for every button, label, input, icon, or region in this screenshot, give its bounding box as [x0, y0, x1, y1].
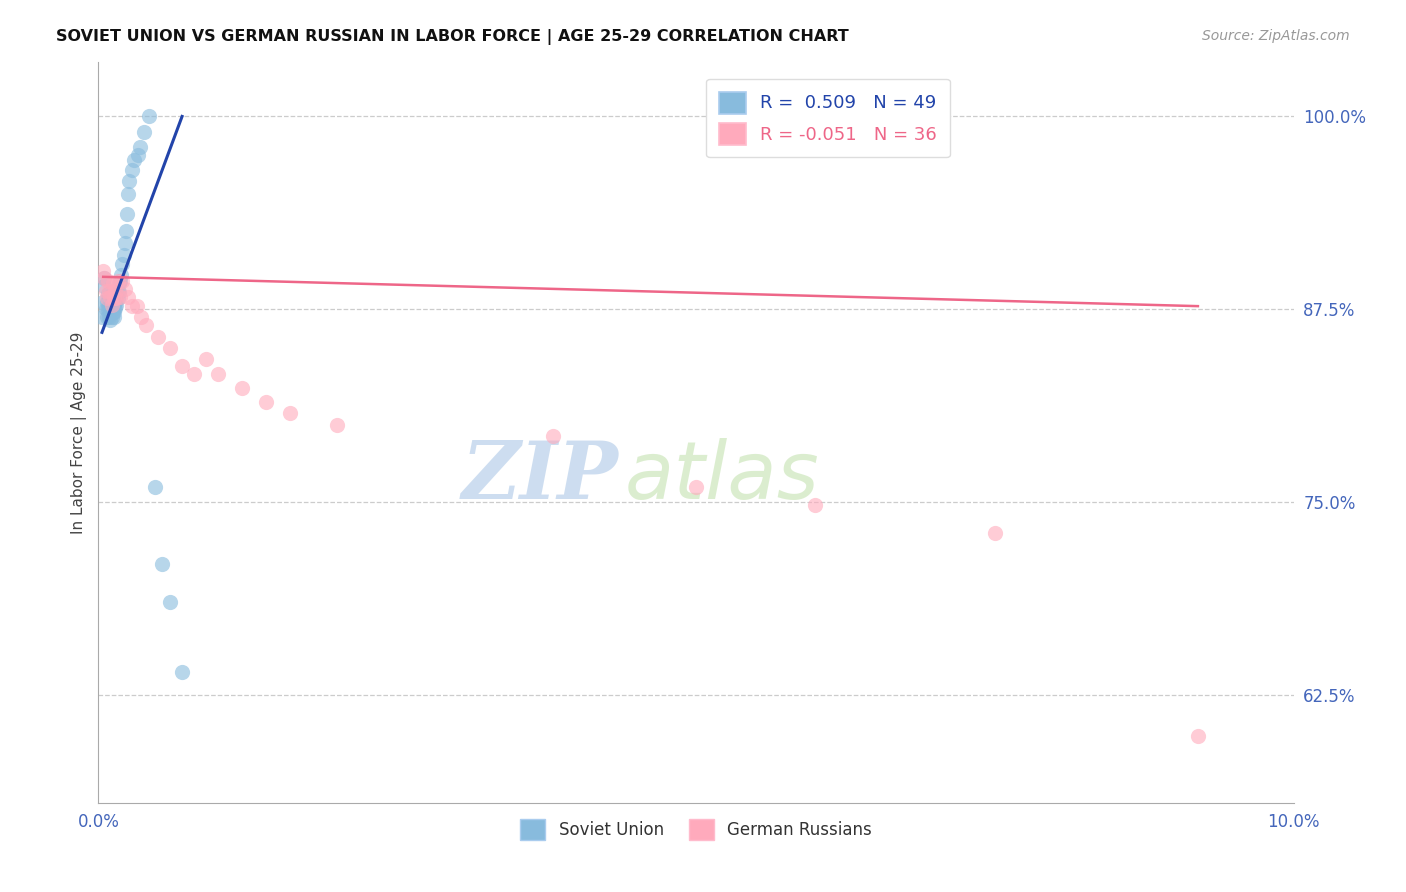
- Y-axis label: In Labor Force | Age 25-29: In Labor Force | Age 25-29: [72, 332, 87, 533]
- Point: [103, 310, 125, 324]
- Point: [100, 294, 122, 309]
- Point: [100, 297, 122, 311]
- Point: [96, 292, 118, 306]
- Text: ZIP: ZIP: [461, 438, 619, 516]
- Point: [231, 381, 253, 395]
- Point: [98, 284, 121, 298]
- Point: [108, 290, 131, 304]
- Point: [104, 294, 127, 309]
- Point: [207, 367, 229, 381]
- Point: [98, 313, 122, 327]
- Point: [105, 292, 128, 306]
- Point: [107, 275, 129, 289]
- Point: [94, 284, 117, 298]
- Point: [103, 305, 125, 319]
- Point: [98, 299, 121, 313]
- Point: [115, 223, 138, 237]
- Point: [143, 480, 166, 494]
- Point: [98, 302, 122, 317]
- Point: [326, 417, 349, 432]
- Point: [103, 292, 125, 306]
- Point: [135, 318, 157, 332]
- Point: [97, 275, 120, 289]
- Point: [93, 279, 115, 293]
- Point: [91, 310, 114, 324]
- Point: [804, 498, 827, 512]
- Point: [108, 275, 131, 289]
- Point: [107, 284, 129, 298]
- Legend: Soviet Union, German Russians: Soviet Union, German Russians: [513, 813, 879, 847]
- Point: [112, 248, 135, 262]
- Text: SOVIET UNION VS GERMAN RUSSIAN IN LABOR FORCE | AGE 25-29 CORRELATION CHART: SOVIET UNION VS GERMAN RUSSIAN IN LABOR …: [56, 29, 849, 45]
- Point: [131, 310, 153, 324]
- Point: [97, 302, 120, 317]
- Point: [104, 301, 127, 315]
- Point: [117, 290, 139, 304]
- Point: [101, 297, 124, 311]
- Point: [96, 310, 118, 324]
- Point: [159, 341, 181, 355]
- Point: [195, 351, 218, 366]
- Point: [105, 290, 128, 304]
- Point: [129, 140, 152, 154]
- Point: [104, 294, 127, 309]
- Point: [124, 153, 146, 167]
- Point: [685, 480, 707, 494]
- Point: [254, 394, 277, 409]
- Text: Source: ZipAtlas.com: Source: ZipAtlas.com: [1202, 29, 1350, 43]
- Point: [101, 276, 124, 290]
- Point: [97, 286, 120, 301]
- Point: [98, 290, 122, 304]
- Point: [121, 299, 143, 313]
- Point: [107, 292, 129, 306]
- Point: [138, 110, 160, 124]
- Point: [132, 125, 155, 139]
- Point: [91, 263, 114, 277]
- Point: [100, 310, 122, 324]
- Point: [118, 174, 141, 188]
- Point: [984, 525, 1007, 540]
- Point: [121, 163, 143, 178]
- Point: [93, 271, 115, 285]
- Point: [150, 557, 173, 571]
- Point: [541, 428, 564, 442]
- Point: [94, 302, 117, 317]
- Point: [117, 186, 139, 201]
- Point: [111, 275, 134, 289]
- Point: [107, 276, 129, 290]
- Point: [107, 285, 129, 300]
- Point: [278, 406, 301, 420]
- Point: [110, 268, 132, 283]
- Point: [100, 302, 122, 317]
- Point: [104, 284, 127, 298]
- Text: atlas: atlas: [624, 438, 820, 516]
- Point: [114, 282, 136, 296]
- Point: [1187, 730, 1209, 744]
- Point: [93, 271, 115, 285]
- Point: [111, 258, 134, 272]
- Point: [172, 665, 194, 679]
- Point: [91, 294, 114, 309]
- Point: [105, 297, 128, 311]
- Point: [159, 595, 181, 609]
- Point: [101, 305, 124, 319]
- Point: [96, 294, 118, 309]
- Point: [98, 310, 121, 324]
- Point: [148, 330, 170, 344]
- Point: [183, 367, 205, 381]
- Point: [172, 359, 194, 374]
- Point: [115, 206, 138, 220]
- Point: [125, 299, 148, 313]
- Point: [127, 148, 149, 162]
- Point: [114, 235, 136, 250]
- Point: [103, 301, 125, 315]
